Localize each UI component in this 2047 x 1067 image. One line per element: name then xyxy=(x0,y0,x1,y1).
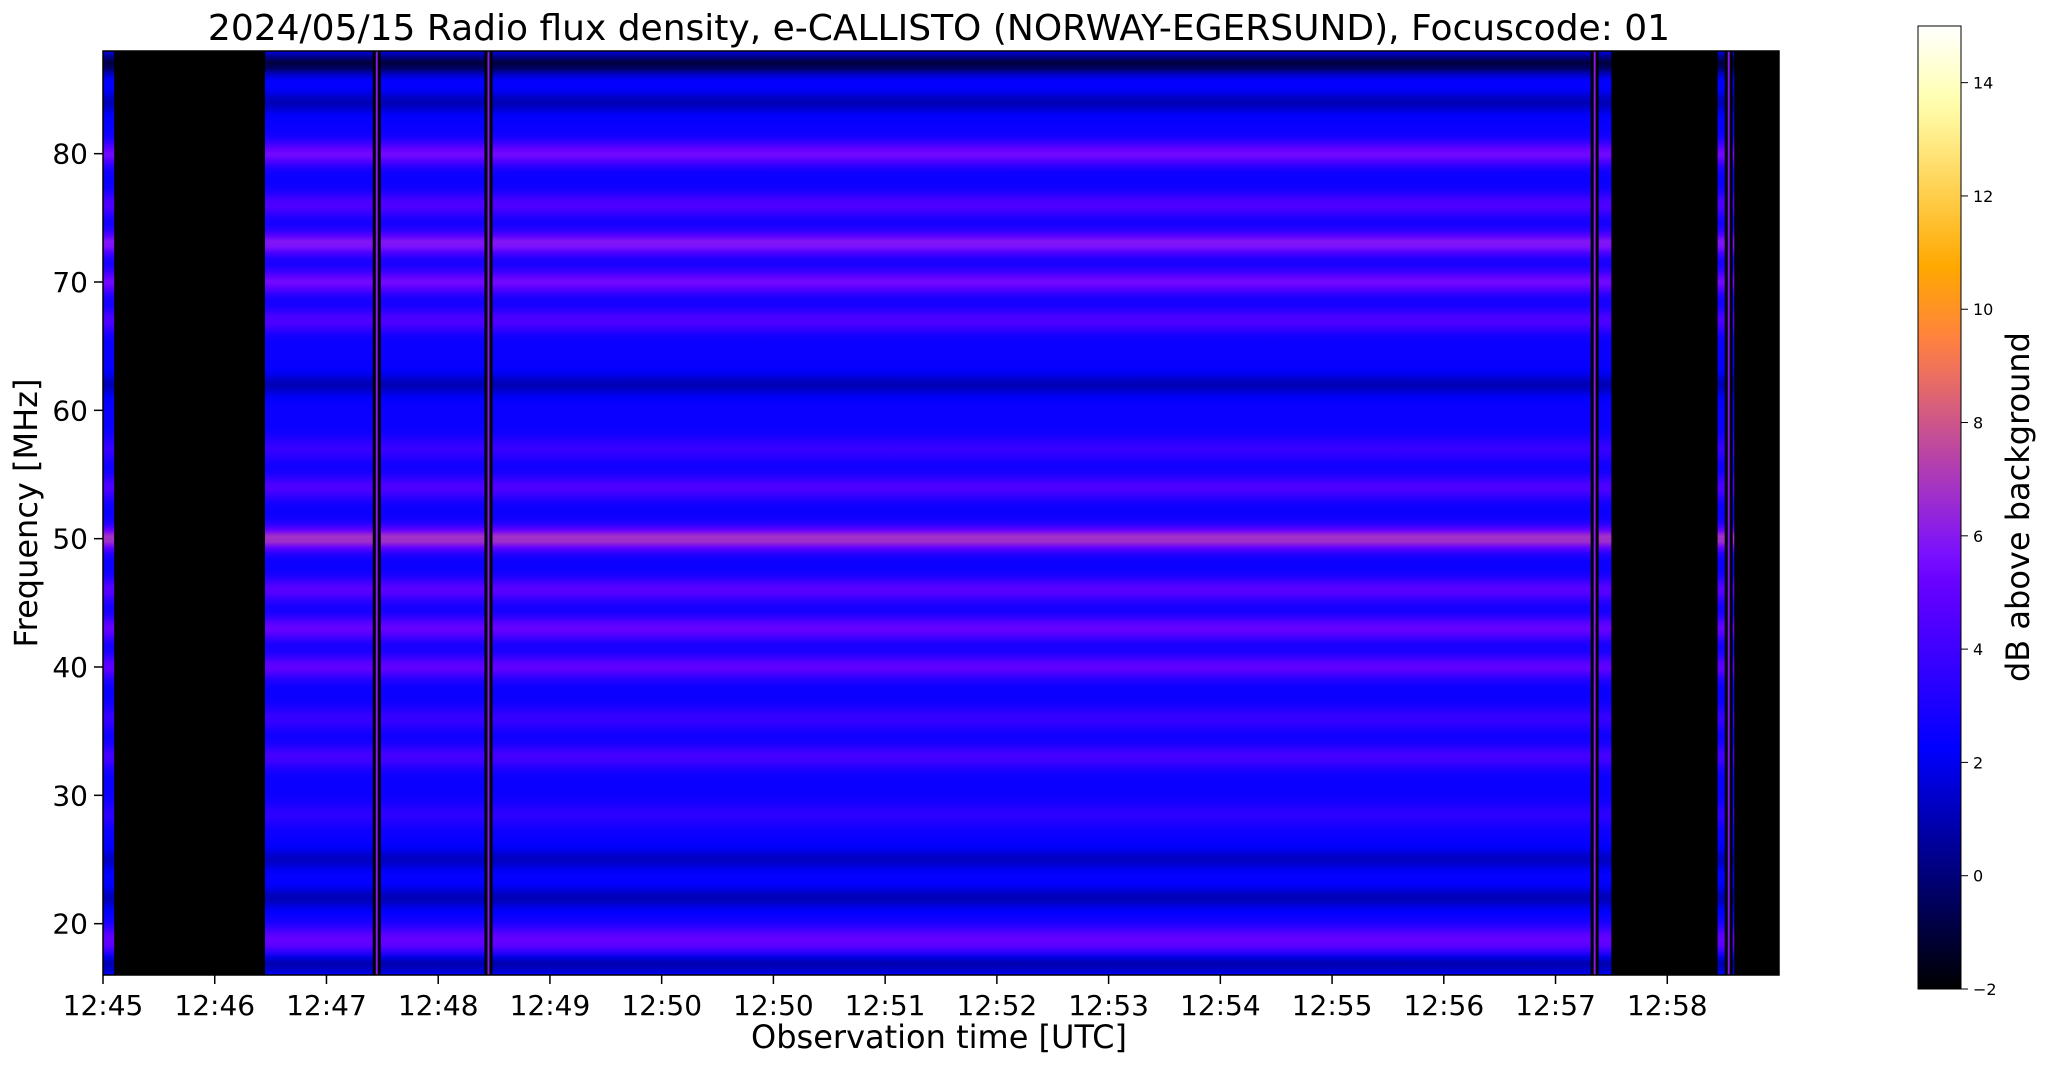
x-tick-label: 12:49 xyxy=(510,989,591,1022)
colorbar-tick-label: −2 xyxy=(1973,980,1997,999)
y-tick-label: 80 xyxy=(52,138,88,171)
colorbar-tick-label: 10 xyxy=(1973,300,1993,319)
plot-area xyxy=(102,50,1780,976)
missing-data-region xyxy=(1734,51,1779,975)
missing-data-region xyxy=(114,51,266,975)
x-tick-label: 12:51 xyxy=(845,989,926,1022)
vertical-artifact-line xyxy=(487,51,490,975)
colorbar-label: dB above background xyxy=(1999,332,2037,682)
x-tick-label: 12:53 xyxy=(1068,989,1149,1022)
x-tick-label: 12:45 xyxy=(63,989,144,1022)
y-tick-label: 70 xyxy=(52,266,88,299)
colorbar-tick-label: 2 xyxy=(1973,753,1983,772)
x-tick-label: 12:54 xyxy=(1180,989,1261,1022)
x-tick-label: 12:47 xyxy=(286,989,367,1022)
colorbar-gradient xyxy=(1917,25,1962,990)
y-tick-label: 60 xyxy=(52,394,88,427)
y-tick-label: 50 xyxy=(52,523,88,556)
x-axis-ticks: 12:45 12:46 12:47 12:48 12:49 12:50 12:50 12:51… xyxy=(63,975,1708,1022)
vertical-artifact-line xyxy=(1593,51,1596,975)
x-tick-label: 12:58 xyxy=(1627,989,1708,1022)
chart-title: 2024/05/15 Radio flux density, e-CALLIST… xyxy=(208,8,1670,49)
missing-data-region xyxy=(1611,51,1718,975)
x-tick-label: 12:50 xyxy=(621,989,702,1022)
x-tick-label: 12:50 xyxy=(733,989,814,1022)
colorbar-tick-label: 0 xyxy=(1973,867,1983,886)
x-tick-label: 12:46 xyxy=(174,989,255,1022)
y-tick-label: 20 xyxy=(52,908,88,941)
colorbar-tick-label: 14 xyxy=(1973,74,1993,93)
x-tick-label: 12:57 xyxy=(1515,989,1596,1022)
colorbar-tick-label: 6 xyxy=(1973,527,1983,546)
colorbar-ticks: −2 0 2 4 6 8 10 12 14 xyxy=(1961,74,1997,999)
spectrogram-heatmap xyxy=(103,51,1779,975)
colorbar-tick-label: 12 xyxy=(1973,187,1993,206)
y-tick-label: 30 xyxy=(52,779,88,812)
plot-frame xyxy=(102,50,1780,976)
colorbar-tick-label: 8 xyxy=(1973,414,1983,433)
y-axis-ticks: 20 30 40 50 60 70 80 xyxy=(52,138,103,941)
x-tick-label: 12:55 xyxy=(1292,989,1373,1022)
vertical-artifact-line xyxy=(375,51,378,975)
frequency-bands xyxy=(103,51,1779,975)
x-tick-label: 12:56 xyxy=(1403,989,1484,1022)
colorbar: −2 0 2 4 6 8 10 12 14 dB above background xyxy=(1917,25,2037,999)
y-tick-label: 40 xyxy=(52,651,88,684)
x-axis-label: Observation time [UTC] xyxy=(751,1018,1127,1056)
y-axis-label: Frequency [MHz] xyxy=(7,379,45,648)
colorbar-tick-label: 4 xyxy=(1973,640,1983,659)
x-tick-label: 12:52 xyxy=(957,989,1038,1022)
x-tick-label: 12:48 xyxy=(398,989,479,1022)
vertical-artifact-line xyxy=(1727,51,1730,975)
